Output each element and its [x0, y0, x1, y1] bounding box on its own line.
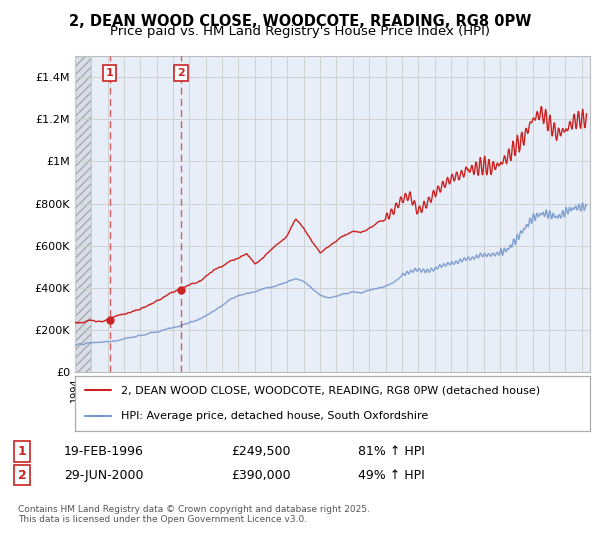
Text: Contains HM Land Registry data © Crown copyright and database right 2025.
This d: Contains HM Land Registry data © Crown c… [18, 505, 370, 524]
Text: 1: 1 [106, 68, 113, 78]
Text: £390,000: £390,000 [231, 469, 290, 482]
Bar [75, 56, 91, 372]
Text: 81% ↑ HPI: 81% ↑ HPI [358, 445, 424, 458]
Text: 1: 1 [18, 445, 26, 458]
Text: 19-FEB-1996: 19-FEB-1996 [64, 445, 144, 458]
Text: HPI: Average price, detached house, South Oxfordshire: HPI: Average price, detached house, Sout… [121, 411, 428, 421]
Text: 2, DEAN WOOD CLOSE, WOODCOTE, READING, RG8 0PW: 2, DEAN WOOD CLOSE, WOODCOTE, READING, R… [69, 14, 531, 29]
Text: 2: 2 [177, 68, 185, 78]
Text: 49% ↑ HPI: 49% ↑ HPI [358, 469, 424, 482]
Text: £249,500: £249,500 [231, 445, 290, 458]
Text: 2, DEAN WOOD CLOSE, WOODCOTE, READING, RG8 0PW (detached house): 2, DEAN WOOD CLOSE, WOODCOTE, READING, R… [121, 385, 541, 395]
Text: 29-JUN-2000: 29-JUN-2000 [64, 469, 143, 482]
Text: Price paid vs. HM Land Registry's House Price Index (HPI): Price paid vs. HM Land Registry's House … [110, 25, 490, 38]
Text: 2: 2 [18, 469, 26, 482]
Bar [75, 56, 91, 372]
